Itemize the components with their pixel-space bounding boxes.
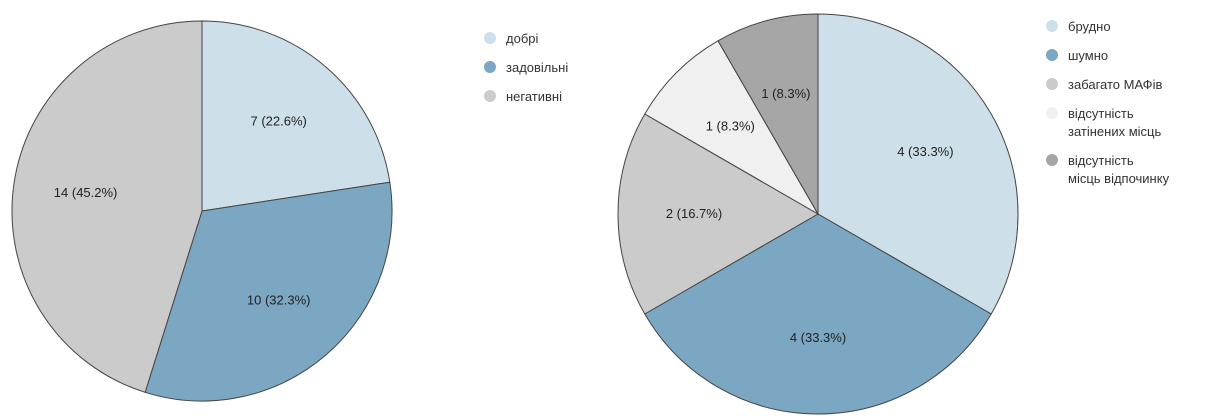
legend-swatch (1046, 107, 1058, 119)
slice-label: 4 (33.3%) (790, 330, 846, 345)
pie-slice-негативні (11, 20, 203, 393)
slice-label: 14 (45.2%) (54, 185, 118, 200)
legend-label: добрі (506, 31, 538, 46)
legend-swatch (1046, 49, 1058, 61)
pie-slice-брудно (817, 13, 1019, 315)
legend-label: відсутність затінених місць (1068, 106, 1161, 139)
legend-problems: брудно шумно забагато МАФів відсутність заті… (1046, 19, 1170, 186)
slice-label: 1 (8.3%) (761, 86, 810, 101)
legend-label: негативні (506, 89, 562, 104)
pie-slice-відсутність-місць-відпочинку (717, 13, 819, 216)
legend-swatch (1046, 78, 1058, 90)
legend-label: забагато МАФів (1068, 77, 1162, 92)
legend-swatch (484, 32, 496, 44)
pie-slice-добрі (201, 20, 391, 212)
legend-label: брудно (1068, 19, 1111, 34)
legend-swatch (484, 90, 496, 102)
legend-label: задовільні (506, 60, 568, 75)
slice-label: 2 (16.7%) (666, 206, 722, 221)
legend-ratings: добрі задовільні негативні (484, 31, 568, 104)
legend-label: шумно (1068, 48, 1108, 63)
legend-swatch (484, 61, 496, 73)
pie-slice-забагато-мафів (617, 113, 820, 315)
legend-label: відсутність місць відпочинку (1068, 153, 1170, 186)
legend-swatch (1046, 20, 1058, 32)
slice-label: 4 (33.3%) (897, 144, 953, 159)
pie-chart-ratings: 7 (22.6%) 10 (32.3%) 14 (45.2%) (11, 20, 393, 402)
slice-label: 1 (8.3%) (706, 118, 755, 133)
legend-swatch (1046, 154, 1058, 166)
slice-label: 7 (22.6%) (251, 114, 307, 129)
slice-label: 10 (32.3%) (247, 292, 311, 307)
pie-chart-problems: 4 (33.3%) 4 (33.3%) 2 (16.7%) 1 (8.3%) 1 (8.… (617, 13, 1019, 415)
pie-slice-відсутність-затінених-місць (644, 40, 820, 216)
pie-slice-задовільні (144, 181, 393, 402)
